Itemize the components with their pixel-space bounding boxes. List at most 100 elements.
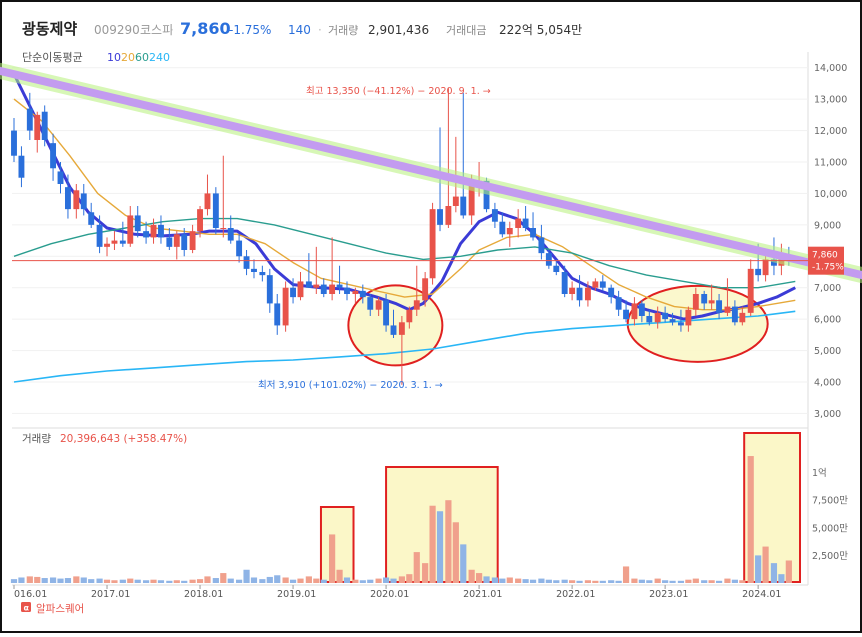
price-badge-value: 7,860 <box>812 251 838 261</box>
volume-bar <box>375 578 382 583</box>
price-tick-label: 14,000 <box>814 63 847 74</box>
volume-bar <box>483 576 490 583</box>
market-label: 코스피 <box>140 23 173 37</box>
time-axis: 016.01 2017.01 2018.01 2019.01 2020.01 2021.0… <box>13 585 781 600</box>
volume-tick-label: 1억 <box>812 467 827 479</box>
volume-bar <box>320 579 327 583</box>
candle-body <box>592 281 599 288</box>
volume-bar <box>359 580 366 583</box>
volume-bar <box>266 576 273 583</box>
volume-bar <box>367 579 374 583</box>
candle-body <box>297 281 304 298</box>
candle-body <box>755 268 762 276</box>
candle-body <box>189 231 196 250</box>
volume-bar <box>715 580 723 583</box>
candle-body <box>227 228 234 241</box>
volume-bar <box>243 569 250 583</box>
candle-body <box>615 297 622 310</box>
volume-panel-label: 거래량 <box>22 433 51 445</box>
candle-body <box>561 272 568 294</box>
candle-body <box>499 221 506 235</box>
volume-value: 2,901,436 <box>368 23 429 37</box>
volume-bar <box>142 580 150 583</box>
volume-bar <box>460 544 467 583</box>
candle-body <box>530 228 536 238</box>
volume-bar <box>259 579 266 583</box>
volume-bar <box>762 546 769 583</box>
volume-bar <box>274 575 281 583</box>
price-tick-label: 4,000 <box>814 378 841 389</box>
time-tick-label: 2023.01 <box>649 589 688 600</box>
candle-body <box>646 316 653 323</box>
volume-bar <box>731 579 738 583</box>
volume-bar <box>569 580 576 583</box>
volume-bar <box>119 579 126 583</box>
ticker-header: 광동제약 009290 코스피 · 7,860 -1.75% 140 · 거래량… <box>22 19 582 38</box>
price-axis: 14,00013,00012,00011,00010,0009,0008,000… <box>814 63 847 420</box>
stock-name: 광동제약 <box>22 20 77 38</box>
candle-body <box>104 243 110 247</box>
volume-bar <box>173 580 180 583</box>
volume-bar <box>189 579 196 583</box>
candle-body <box>65 187 71 210</box>
volume-bar <box>103 579 111 583</box>
candle-body <box>220 228 227 229</box>
volume-tick-label: 7,500만 <box>812 496 848 507</box>
ma-20-label[interactable]: 20 <box>121 51 135 64</box>
price-tick-label: 10,000 <box>814 189 847 200</box>
candle-body <box>181 234 188 250</box>
volume-tick-label: 5,000만 <box>812 523 848 534</box>
volume-bar <box>26 576 33 583</box>
volume-bar <box>336 569 343 583</box>
candle-body <box>236 240 243 257</box>
volume-bar <box>599 580 606 583</box>
candle-body <box>468 184 475 216</box>
candle-body <box>111 240 118 244</box>
trendline <box>0 62 862 284</box>
price-tick-label: 13,000 <box>814 95 847 106</box>
volume-axis: 1억 7,500만 5,000만 2,500만 <box>812 467 848 562</box>
volume-bar <box>18 577 25 583</box>
volume-bar <box>406 574 413 583</box>
candle-body <box>320 284 327 294</box>
volume-bars <box>10 456 792 583</box>
candle-body <box>243 256 250 269</box>
candle-body <box>259 272 266 276</box>
volume-bar <box>134 579 141 583</box>
trendline-line <box>0 66 862 280</box>
candle-body <box>173 234 180 247</box>
ma-240-label[interactable]: 240 <box>149 51 170 64</box>
volume-bar <box>785 560 792 583</box>
volume-bar <box>127 578 134 583</box>
volume-bar <box>770 563 778 583</box>
ma-legend[interactable]: 단순이동평균 10 20 60 240 <box>22 51 170 64</box>
candle-body <box>553 265 560 272</box>
alphasquare-logo-icon[interactable]: α 알파스퀘어 <box>21 602 84 615</box>
volume-bar <box>413 552 420 583</box>
volume-bar <box>515 578 522 583</box>
volume-bar <box>57 578 64 583</box>
trading-amount-value: 222억 5,054만 <box>499 23 582 37</box>
candle-body <box>701 294 708 304</box>
volume-bar <box>708 580 715 583</box>
time-tick-label: 2020.01 <box>370 589 409 600</box>
price-badge-bg <box>808 246 844 275</box>
volume-bar <box>608 580 615 583</box>
ma-60-label[interactable]: 60 <box>135 51 149 64</box>
time-tick-label: 2024.01 <box>742 589 781 600</box>
current-price-badge: 7,860 -1.75% <box>808 246 844 275</box>
candle-body <box>576 287 583 301</box>
candle-body <box>344 287 350 294</box>
volume-bar <box>150 579 157 583</box>
candle-body <box>313 284 320 288</box>
volume-bar <box>553 580 560 583</box>
volume-bar <box>250 577 258 583</box>
volume-bar <box>313 578 320 583</box>
volume-bar <box>34 576 41 583</box>
time-tick-label: 2017.01 <box>91 589 130 600</box>
stock-code: 009290 <box>94 23 140 37</box>
candle-body <box>685 309 692 326</box>
candle-body <box>50 143 57 169</box>
candle-body <box>329 284 336 294</box>
ma-10-label[interactable]: 10 <box>107 51 121 64</box>
